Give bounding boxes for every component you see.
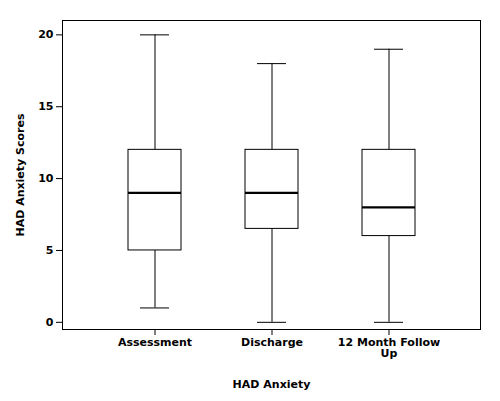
- svg-text:Assessment: Assessment: [118, 336, 192, 349]
- svg-text:20: 20: [38, 28, 54, 41]
- svg-text:12 Month FollowUp: 12 Month FollowUp: [338, 336, 440, 360]
- svg-text:15: 15: [38, 100, 53, 113]
- svg-text:5: 5: [46, 244, 54, 257]
- svg-text:HAD Anxiety Scores: HAD Anxiety Scores: [14, 113, 27, 236]
- svg-text:0: 0: [46, 316, 54, 329]
- svg-text:Discharge: Discharge: [241, 336, 303, 349]
- svg-text:HAD Anxiety: HAD Anxiety: [233, 378, 311, 391]
- svg-text:10: 10: [38, 172, 54, 185]
